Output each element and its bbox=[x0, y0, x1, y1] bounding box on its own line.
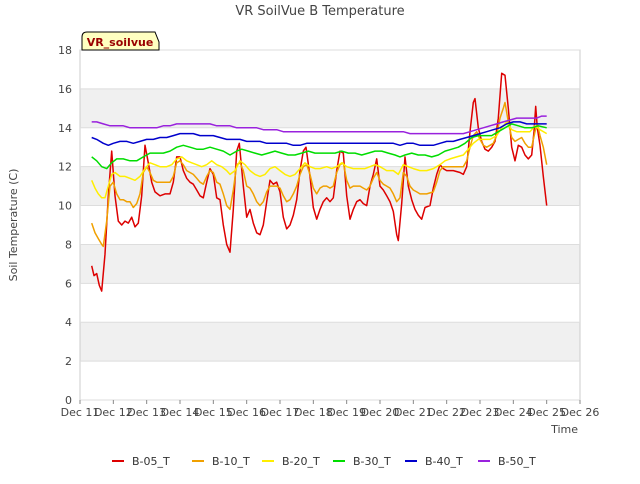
x-tick-label: Dec 13 bbox=[127, 406, 166, 419]
legend-label: B-20_T bbox=[282, 455, 320, 468]
x-tick-label: Dec 12 bbox=[94, 406, 133, 419]
annotation-box: VR_soilvue bbox=[81, 31, 160, 51]
x-tick-label: Dec 15 bbox=[194, 406, 233, 419]
legend-item: B-30_T bbox=[333, 455, 391, 468]
series-lines bbox=[90, 72, 548, 292]
x-tick-label: Dec 25 bbox=[527, 406, 566, 419]
legend-label: B-40_T bbox=[425, 455, 463, 468]
x-axis-label: Time bbox=[550, 423, 578, 436]
x-tick-label: Dec 22 bbox=[427, 406, 466, 419]
x-tick-label: Dec 11 bbox=[61, 406, 100, 419]
y-tick-label: 12 bbox=[58, 161, 72, 174]
x-tick-label: Dec 26 bbox=[561, 406, 600, 419]
y-tick-label: 14 bbox=[58, 122, 72, 135]
y-tick-label: 18 bbox=[58, 44, 72, 57]
legend-label: B-50_T bbox=[498, 455, 536, 468]
x-tick-label: Dec 23 bbox=[461, 406, 500, 419]
legend: B-05_T B-10_T B-20_T B-30_T B-40_T B-50_T bbox=[112, 455, 536, 468]
series-line-b-10-t bbox=[90, 101, 548, 248]
plot-band bbox=[80, 88, 580, 128]
series-line-b-20-t bbox=[91, 121, 548, 199]
x-tick-label: Dec 20 bbox=[361, 406, 400, 419]
y-axis-label: Soil Temperature (C) bbox=[7, 169, 20, 282]
y-tick-label: 16 bbox=[58, 83, 72, 96]
x-tick-label: Dec 24 bbox=[494, 406, 533, 419]
plot-band bbox=[80, 166, 580, 206]
annotation-label: VR_soilvue bbox=[87, 36, 154, 49]
series-line-b-50-t bbox=[91, 115, 547, 135]
y-tick-label: 0 bbox=[65, 394, 72, 407]
legend-label: B-30_T bbox=[353, 455, 391, 468]
series-line-b-40-t bbox=[91, 121, 547, 147]
legend-label: B-10_T bbox=[212, 455, 250, 468]
plot-band bbox=[80, 361, 580, 400]
series-line-b-05-t bbox=[90, 72, 548, 292]
y-tick-label: 10 bbox=[58, 200, 72, 213]
plot-band bbox=[80, 50, 580, 89]
legend-item: B-05_T bbox=[112, 455, 170, 468]
legend-item: B-50_T bbox=[478, 455, 536, 468]
legend-label: B-05_T bbox=[132, 455, 170, 468]
plot-band bbox=[80, 244, 580, 284]
series-line-b-30-t bbox=[91, 123, 547, 170]
x-tick-label: Dec 14 bbox=[161, 406, 200, 419]
y-tick-label: 2 bbox=[65, 355, 72, 368]
plot-band bbox=[80, 127, 580, 167]
x-tick-label: Dec 18 bbox=[294, 406, 333, 419]
chart-title: VR SoilVue B Temperature bbox=[235, 4, 404, 19]
y-tick-label: 8 bbox=[65, 238, 72, 251]
plot-band bbox=[80, 283, 580, 323]
x-tick-label: Dec 17 bbox=[261, 406, 300, 419]
x-tick-label: Dec 19 bbox=[327, 406, 366, 419]
legend-item: B-20_T bbox=[262, 455, 320, 468]
plot-band bbox=[80, 205, 580, 245]
legend-item: B-10_T bbox=[192, 455, 250, 468]
y-tick-label: 4 bbox=[65, 316, 72, 329]
x-tick-label: Dec 21 bbox=[394, 406, 433, 419]
y-tick-label: 6 bbox=[65, 277, 72, 290]
plot-band bbox=[80, 322, 580, 362]
x-tick-label: Dec 16 bbox=[227, 406, 266, 419]
plot-bands bbox=[80, 50, 580, 400]
legend-item: B-40_T bbox=[405, 455, 463, 468]
